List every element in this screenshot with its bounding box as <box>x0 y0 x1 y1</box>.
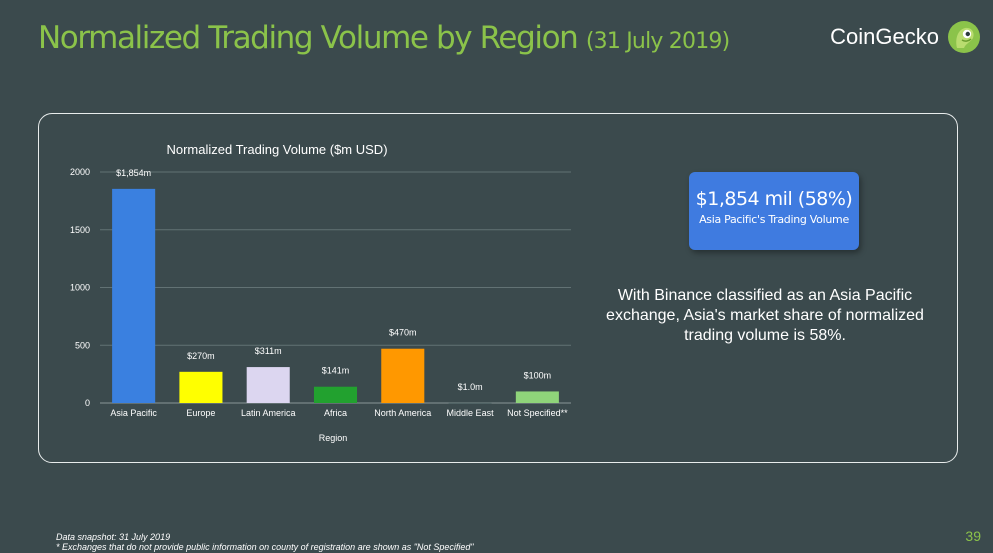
title-date: (31 July 2019) <box>585 29 730 54</box>
x-tick-label: North America <box>374 408 431 418</box>
data-label: $1,854m <box>116 168 151 178</box>
data-label: $470m <box>389 328 417 338</box>
data-label: $311m <box>255 346 282 356</box>
bar <box>179 371 223 403</box>
bar <box>381 348 425 403</box>
gecko-icon <box>948 21 980 53</box>
x-tick-label: Latin America <box>241 408 296 418</box>
y-tick-label: 1000 <box>70 283 90 293</box>
bar-chart: Normalized Trading Volume ($m USD) 0 500 1… <box>70 142 571 443</box>
page-number: 39 <box>965 528 981 544</box>
y-tick-label: 500 <box>75 340 90 350</box>
coingecko-logo: CoinGecko <box>830 20 981 54</box>
y-tick-label: 1500 <box>70 225 90 235</box>
x-tick-label: Africa <box>324 408 347 418</box>
data-label: $1.0m <box>458 382 483 392</box>
bar <box>112 188 156 403</box>
chart-title: Normalized Trading Volume ($m USD) <box>166 142 387 157</box>
x-axis-label: Region <box>319 433 348 443</box>
x-tick-label: Asia Pacific <box>110 408 157 418</box>
title-text: Normalized Trading Volume by Region <box>38 20 579 56</box>
logo-text: CoinGecko <box>830 24 939 49</box>
bar <box>313 386 358 403</box>
callout-box: $1,854 mil (58%) Asia Pacific's Trading … <box>689 172 859 250</box>
footnote-not-specified: * Exchanges that do not provide public i… <box>56 542 474 552</box>
chart-panel <box>38 113 958 463</box>
slide-title: Normalized Trading Volume by Region (31 … <box>38 20 730 56</box>
description-text: With Binance classified as an Asia Pacif… <box>606 287 924 344</box>
bar <box>515 391 559 403</box>
x-tick-label: Middle East <box>447 408 495 418</box>
data-label: $100m <box>524 370 552 380</box>
y-tick-label: 2000 <box>70 167 90 177</box>
callout-subtitle: Asia Pacific's Trading Volume <box>699 213 849 226</box>
x-tick-label: Not Specified** <box>507 408 568 418</box>
bar <box>246 367 290 403</box>
x-tick-label: Europe <box>186 408 215 418</box>
data-label: $141m <box>322 366 350 376</box>
callout-value: $1,854 mil (58%) <box>695 188 853 210</box>
y-tick-label: 0 <box>85 398 90 408</box>
footnote-snapshot: Data snapshot: 31 July 2019 <box>56 532 171 542</box>
footnote: Data snapshot: 31 July 2019 * Exchanges … <box>56 532 474 552</box>
data-label: $270m <box>187 351 215 361</box>
